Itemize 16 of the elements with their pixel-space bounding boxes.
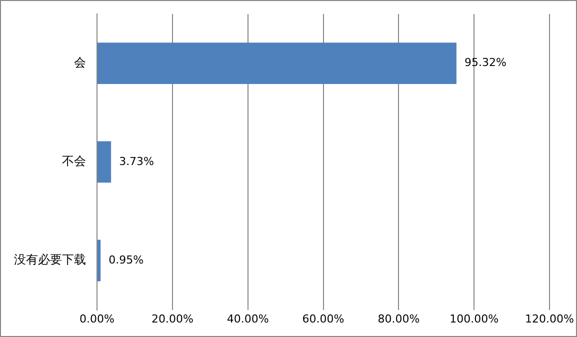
x-tick-label: 120.00% xyxy=(525,312,574,326)
bar xyxy=(98,141,112,183)
x-tick-label: 60.00% xyxy=(302,312,344,326)
data-label: 3.73% xyxy=(119,154,154,168)
x-tick-label: 100.00% xyxy=(450,312,499,326)
x-tick-label: 20.00% xyxy=(151,312,194,326)
data-label: 95.32% xyxy=(464,56,506,70)
y-tick-label: 会 xyxy=(74,55,86,70)
bar xyxy=(98,42,456,84)
data-label: 0.95% xyxy=(108,253,144,266)
y-tick-label: 不会 xyxy=(62,154,86,168)
y-tick-label: 没有必要下载 xyxy=(14,252,86,267)
x-tick-label: 80.00% xyxy=(378,312,420,326)
x-tick-label: 0.00% xyxy=(80,312,114,326)
bar xyxy=(98,240,101,282)
x-tick-label: 40.00% xyxy=(226,312,269,326)
